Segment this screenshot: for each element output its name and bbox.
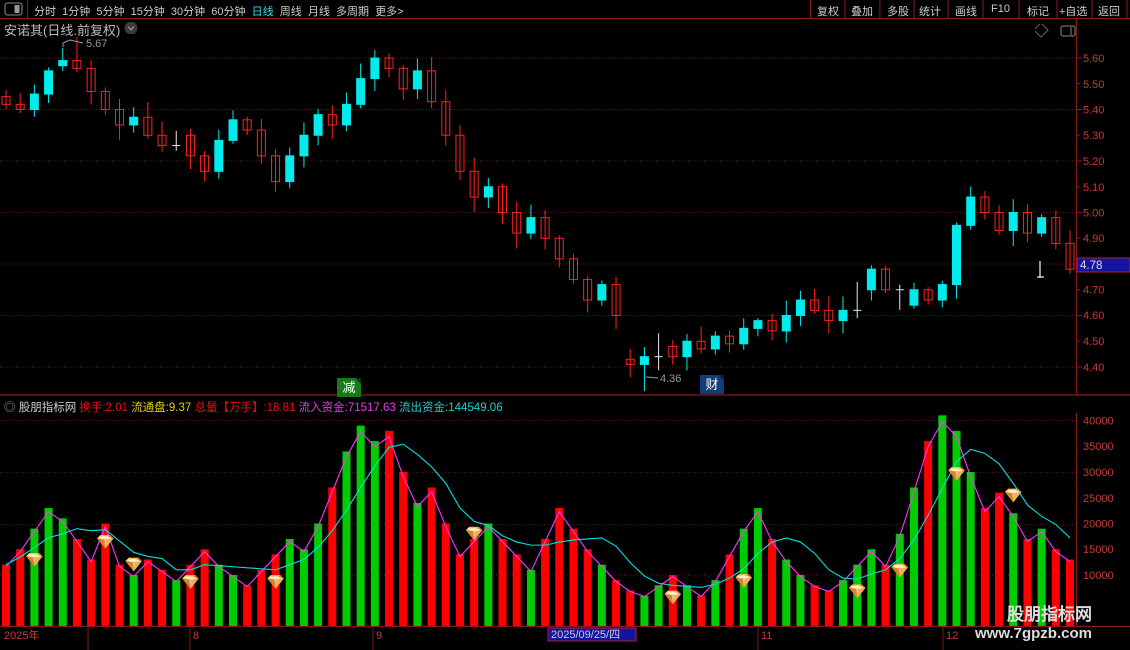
svg-text:2025年: 2025年 bbox=[4, 628, 39, 642]
svg-text:15000: 15000 bbox=[1083, 544, 1114, 556]
svg-text:10000: 10000 bbox=[1083, 570, 1114, 582]
svg-text:9: 9 bbox=[376, 630, 382, 642]
svg-text:12: 12 bbox=[946, 630, 958, 642]
svg-text:8: 8 bbox=[193, 630, 199, 642]
svg-text:2025/09/25/四: 2025/09/25/四 bbox=[551, 629, 620, 641]
svg-text:30000: 30000 bbox=[1083, 467, 1114, 479]
svg-text:11: 11 bbox=[761, 630, 772, 642]
svg-text:20000: 20000 bbox=[1083, 519, 1114, 531]
svg-text:40000: 40000 bbox=[1083, 416, 1114, 428]
svg-text:35000: 35000 bbox=[1083, 441, 1114, 453]
svg-text:25000: 25000 bbox=[1083, 493, 1114, 505]
